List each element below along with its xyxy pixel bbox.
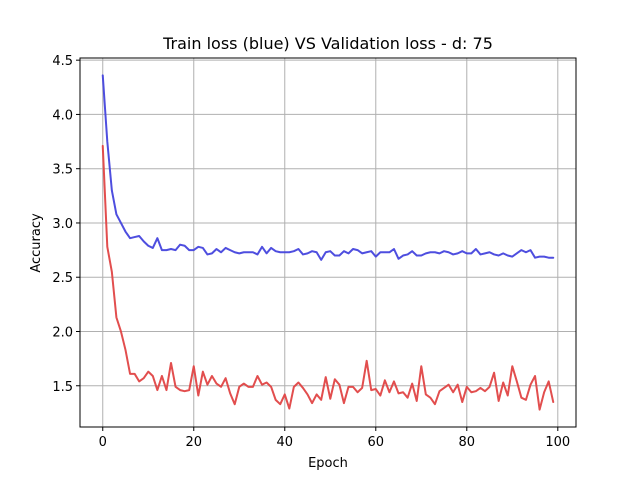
- train-loss-line: [101, 74, 555, 261]
- grid-lines: [80, 58, 576, 427]
- y-tick-label: 1.5: [52, 380, 73, 395]
- x-axis-label: Epoch: [308, 456, 348, 471]
- x-tick-label: 0: [99, 435, 107, 450]
- validation-loss-line: [101, 144, 555, 411]
- x-tick-label: 60: [368, 435, 385, 450]
- chart-title: Train loss (blue) VS Validation loss - d…: [162, 34, 493, 53]
- y-tick-label: 2.0: [52, 325, 73, 340]
- y-tick-label: 2.5: [52, 271, 73, 286]
- y-tick-label: 4.5: [52, 54, 73, 69]
- x-tick-label: 40: [276, 435, 293, 450]
- x-axis-ticks: 0 20 40 60 80 100: [99, 427, 570, 450]
- x-tick-label: 80: [459, 435, 476, 450]
- y-axis-ticks: 1.5 2.0 2.5 3.0 3.5 4.0 4.5: [52, 54, 80, 395]
- x-tick-label: 100: [545, 435, 570, 450]
- plot-frame: [79, 57, 577, 428]
- y-tick-label: 4.0: [52, 108, 73, 123]
- series-layer: [101, 74, 555, 411]
- y-axis-label: Accuracy: [29, 213, 44, 273]
- x-tick-label: 20: [185, 435, 202, 450]
- y-tick-label: 3.5: [52, 163, 73, 178]
- y-tick-label: 3.0: [52, 217, 73, 232]
